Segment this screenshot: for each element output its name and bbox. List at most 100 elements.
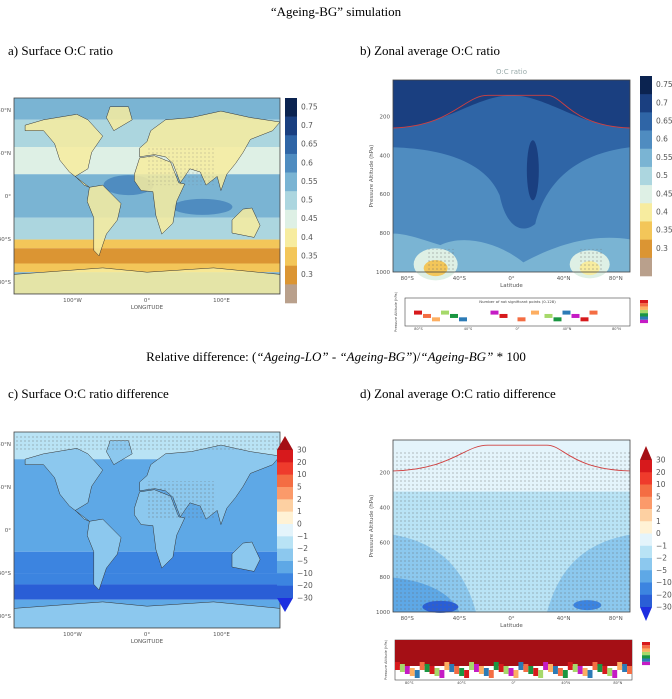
stipple bbox=[429, 249, 455, 272]
y-tick-label: 40°S bbox=[0, 571, 11, 577]
inset-x-tick-label: 80°N bbox=[612, 327, 621, 331]
inset-block bbox=[425, 664, 430, 672]
colorbar-label: 0.5 bbox=[656, 171, 668, 180]
inset-key bbox=[642, 652, 650, 655]
x-tick-label: 0° bbox=[508, 616, 514, 622]
colorbar-label: 0.35 bbox=[656, 226, 672, 235]
subtitle-part: - bbox=[329, 349, 340, 364]
colorbar-box bbox=[285, 191, 297, 210]
colorbar-box bbox=[640, 112, 652, 130]
inset-block bbox=[435, 668, 440, 676]
x-axis-label: LONGITUDE bbox=[131, 639, 164, 645]
colorbar-label: 5 bbox=[656, 492, 661, 501]
x-tick-label: 100°W bbox=[63, 298, 82, 304]
colorbar-box bbox=[640, 583, 652, 596]
inset-block bbox=[479, 666, 484, 674]
inset-block bbox=[558, 668, 563, 676]
y-tick-label: 80°S bbox=[0, 614, 11, 620]
inset-key bbox=[642, 642, 650, 645]
x-tick-label: 100°E bbox=[213, 298, 230, 304]
inset-block bbox=[518, 317, 526, 321]
colorbar-box bbox=[277, 499, 293, 512]
inset-block bbox=[528, 666, 533, 674]
colorbar-box bbox=[285, 228, 297, 247]
figure: “Ageing-BG” simulation Relative differen… bbox=[0, 0, 672, 699]
inset-y-label: Pressure Altitude (hPa) bbox=[384, 639, 388, 680]
colorbar-label: 0.75 bbox=[301, 102, 318, 111]
inset-block bbox=[459, 668, 464, 676]
y-axis-label: Pressure Altitude (hPa) bbox=[369, 145, 375, 208]
colorbar-label: 0.7 bbox=[656, 98, 668, 107]
inset-block bbox=[538, 670, 543, 678]
colorbar-label: 10 bbox=[656, 480, 666, 489]
colorbar-box bbox=[277, 549, 293, 562]
colorbar-triangle bbox=[640, 446, 652, 460]
inset-block bbox=[494, 662, 499, 670]
inset-key bbox=[642, 662, 650, 665]
colorbar-box bbox=[277, 524, 293, 537]
inset-block bbox=[523, 664, 528, 672]
x-tick-label: 40°N bbox=[557, 616, 571, 622]
inset-block bbox=[449, 664, 454, 672]
colorbar-box bbox=[640, 546, 652, 559]
inset-key bbox=[640, 300, 648, 303]
y-tick-label: 80°N bbox=[0, 442, 11, 448]
inset-block bbox=[627, 666, 632, 674]
colorbar-box bbox=[640, 185, 652, 203]
colorbar-label: 0 bbox=[297, 520, 302, 529]
colorbar-box bbox=[277, 462, 293, 475]
colorbar-box bbox=[640, 460, 652, 473]
inset-block bbox=[514, 670, 519, 678]
zonal-plot bbox=[393, 80, 630, 280]
colorbar-label: 0.7 bbox=[301, 121, 313, 130]
inset-key bbox=[642, 645, 650, 648]
inset-block bbox=[573, 664, 578, 672]
inset: Number of not significant points (0-128)… bbox=[394, 291, 648, 332]
colorbar-box bbox=[640, 472, 652, 485]
colorbar-box bbox=[277, 450, 293, 463]
inset-block bbox=[504, 666, 509, 674]
inset-block bbox=[617, 662, 622, 670]
colorbar-label: 0 bbox=[656, 529, 661, 538]
stipple bbox=[14, 434, 280, 449]
inset-block bbox=[543, 662, 548, 670]
colorbar-label: 2 bbox=[656, 505, 661, 514]
colorbar-box bbox=[640, 534, 652, 547]
inset-block bbox=[499, 664, 504, 672]
inset-title: Number of not significant points (0-128) bbox=[479, 299, 556, 304]
inset-x-tick-label: 80°S bbox=[405, 681, 414, 685]
y-tick-label: 600 bbox=[380, 540, 391, 546]
colorbar-label: 0.4 bbox=[656, 207, 668, 216]
inset-block bbox=[597, 664, 602, 672]
inset-block bbox=[469, 662, 474, 670]
colorbar-label: −30 bbox=[297, 594, 313, 603]
colorbar-box bbox=[640, 595, 652, 608]
colorbar-box bbox=[285, 266, 297, 285]
inset-block bbox=[459, 317, 467, 321]
colorbar-label: 0.45 bbox=[301, 214, 318, 223]
colorbar-box bbox=[640, 131, 652, 149]
colorbar-box bbox=[277, 536, 293, 549]
inset-block bbox=[400, 664, 405, 672]
subtitle-part: Relative difference: ( bbox=[146, 349, 256, 364]
inset-block bbox=[578, 666, 583, 674]
y-tick-label: 1000 bbox=[376, 270, 390, 276]
map bbox=[14, 432, 280, 628]
x-axis-label: Latitude bbox=[500, 623, 523, 629]
x-tick-label: 0° bbox=[144, 298, 150, 304]
colorbar-triangle bbox=[640, 607, 652, 621]
colorbar-box bbox=[640, 570, 652, 583]
inset-block bbox=[395, 662, 400, 670]
inset-block bbox=[415, 670, 420, 678]
panel-title: c) Surface O:C ratio difference bbox=[8, 386, 169, 401]
y-tick-label: 400 bbox=[380, 153, 391, 159]
colorbar-box bbox=[277, 561, 293, 574]
panel-title: b) Zonal average O:C ratio bbox=[360, 43, 500, 58]
inset-block bbox=[607, 668, 612, 676]
colorbar-box bbox=[640, 149, 652, 167]
x-tick-label: 40°S bbox=[453, 616, 467, 622]
colorbar-label: 30 bbox=[656, 456, 666, 465]
inset-key bbox=[642, 655, 650, 658]
inset-block bbox=[405, 666, 410, 674]
